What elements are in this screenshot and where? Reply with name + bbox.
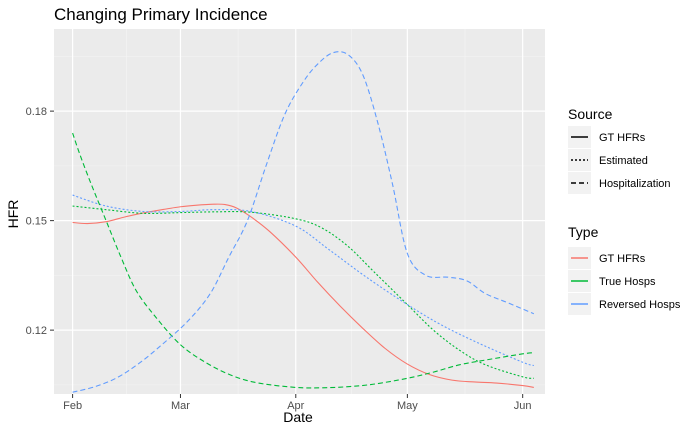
x-tick-label: Jun: [514, 400, 532, 412]
x-axis-title: Date: [283, 409, 313, 425]
x-axis: Feb Mar Apr May Jun: [63, 394, 532, 412]
series-line-true-hosps-hospitalization: [72, 132, 534, 389]
y-tick-label: 0.15: [26, 216, 47, 228]
legend-title: Source: [568, 106, 613, 122]
legend-label: True Hosps: [599, 276, 656, 288]
y-tick-label: 0.18: [26, 106, 47, 118]
x-tick-label: Mar: [171, 400, 190, 412]
chart-title: Changing Primary Incidence: [54, 5, 268, 24]
series-line-reversed-hosps-estimated: [72, 194, 534, 367]
series-line-true-hosps-estimated: [72, 205, 534, 379]
series-lines: [72, 51, 535, 393]
major-gridlines: [54, 29, 545, 394]
y-axis-title: HFR: [5, 200, 21, 229]
series-line-gt-hfrs-gt-hfrs: [72, 203, 534, 388]
legend-label: Hospitalization: [599, 178, 671, 190]
series-line-reversed-hosps-hospitalization: [72, 51, 535, 393]
y-axis: 0.12 0.15 0.18: [26, 106, 54, 337]
legend-label: GT HFRs: [599, 132, 646, 144]
plot-panel: [54, 29, 545, 394]
x-tick-label: May: [397, 400, 418, 412]
x-tick-label: Feb: [63, 400, 82, 412]
legend: Source GT HFRs Estimated Hospitalization Typ…: [568, 106, 681, 315]
legend-label: Reversed Hosps: [599, 299, 681, 311]
minor-gridlines: [54, 29, 545, 394]
legend-label: GT HFRs: [599, 253, 646, 265]
y-tick-label: 0.12: [26, 325, 47, 337]
legend-title: Type: [568, 224, 599, 240]
x-tick-label: Apr: [287, 400, 304, 412]
legend-label: Estimated: [599, 155, 648, 167]
